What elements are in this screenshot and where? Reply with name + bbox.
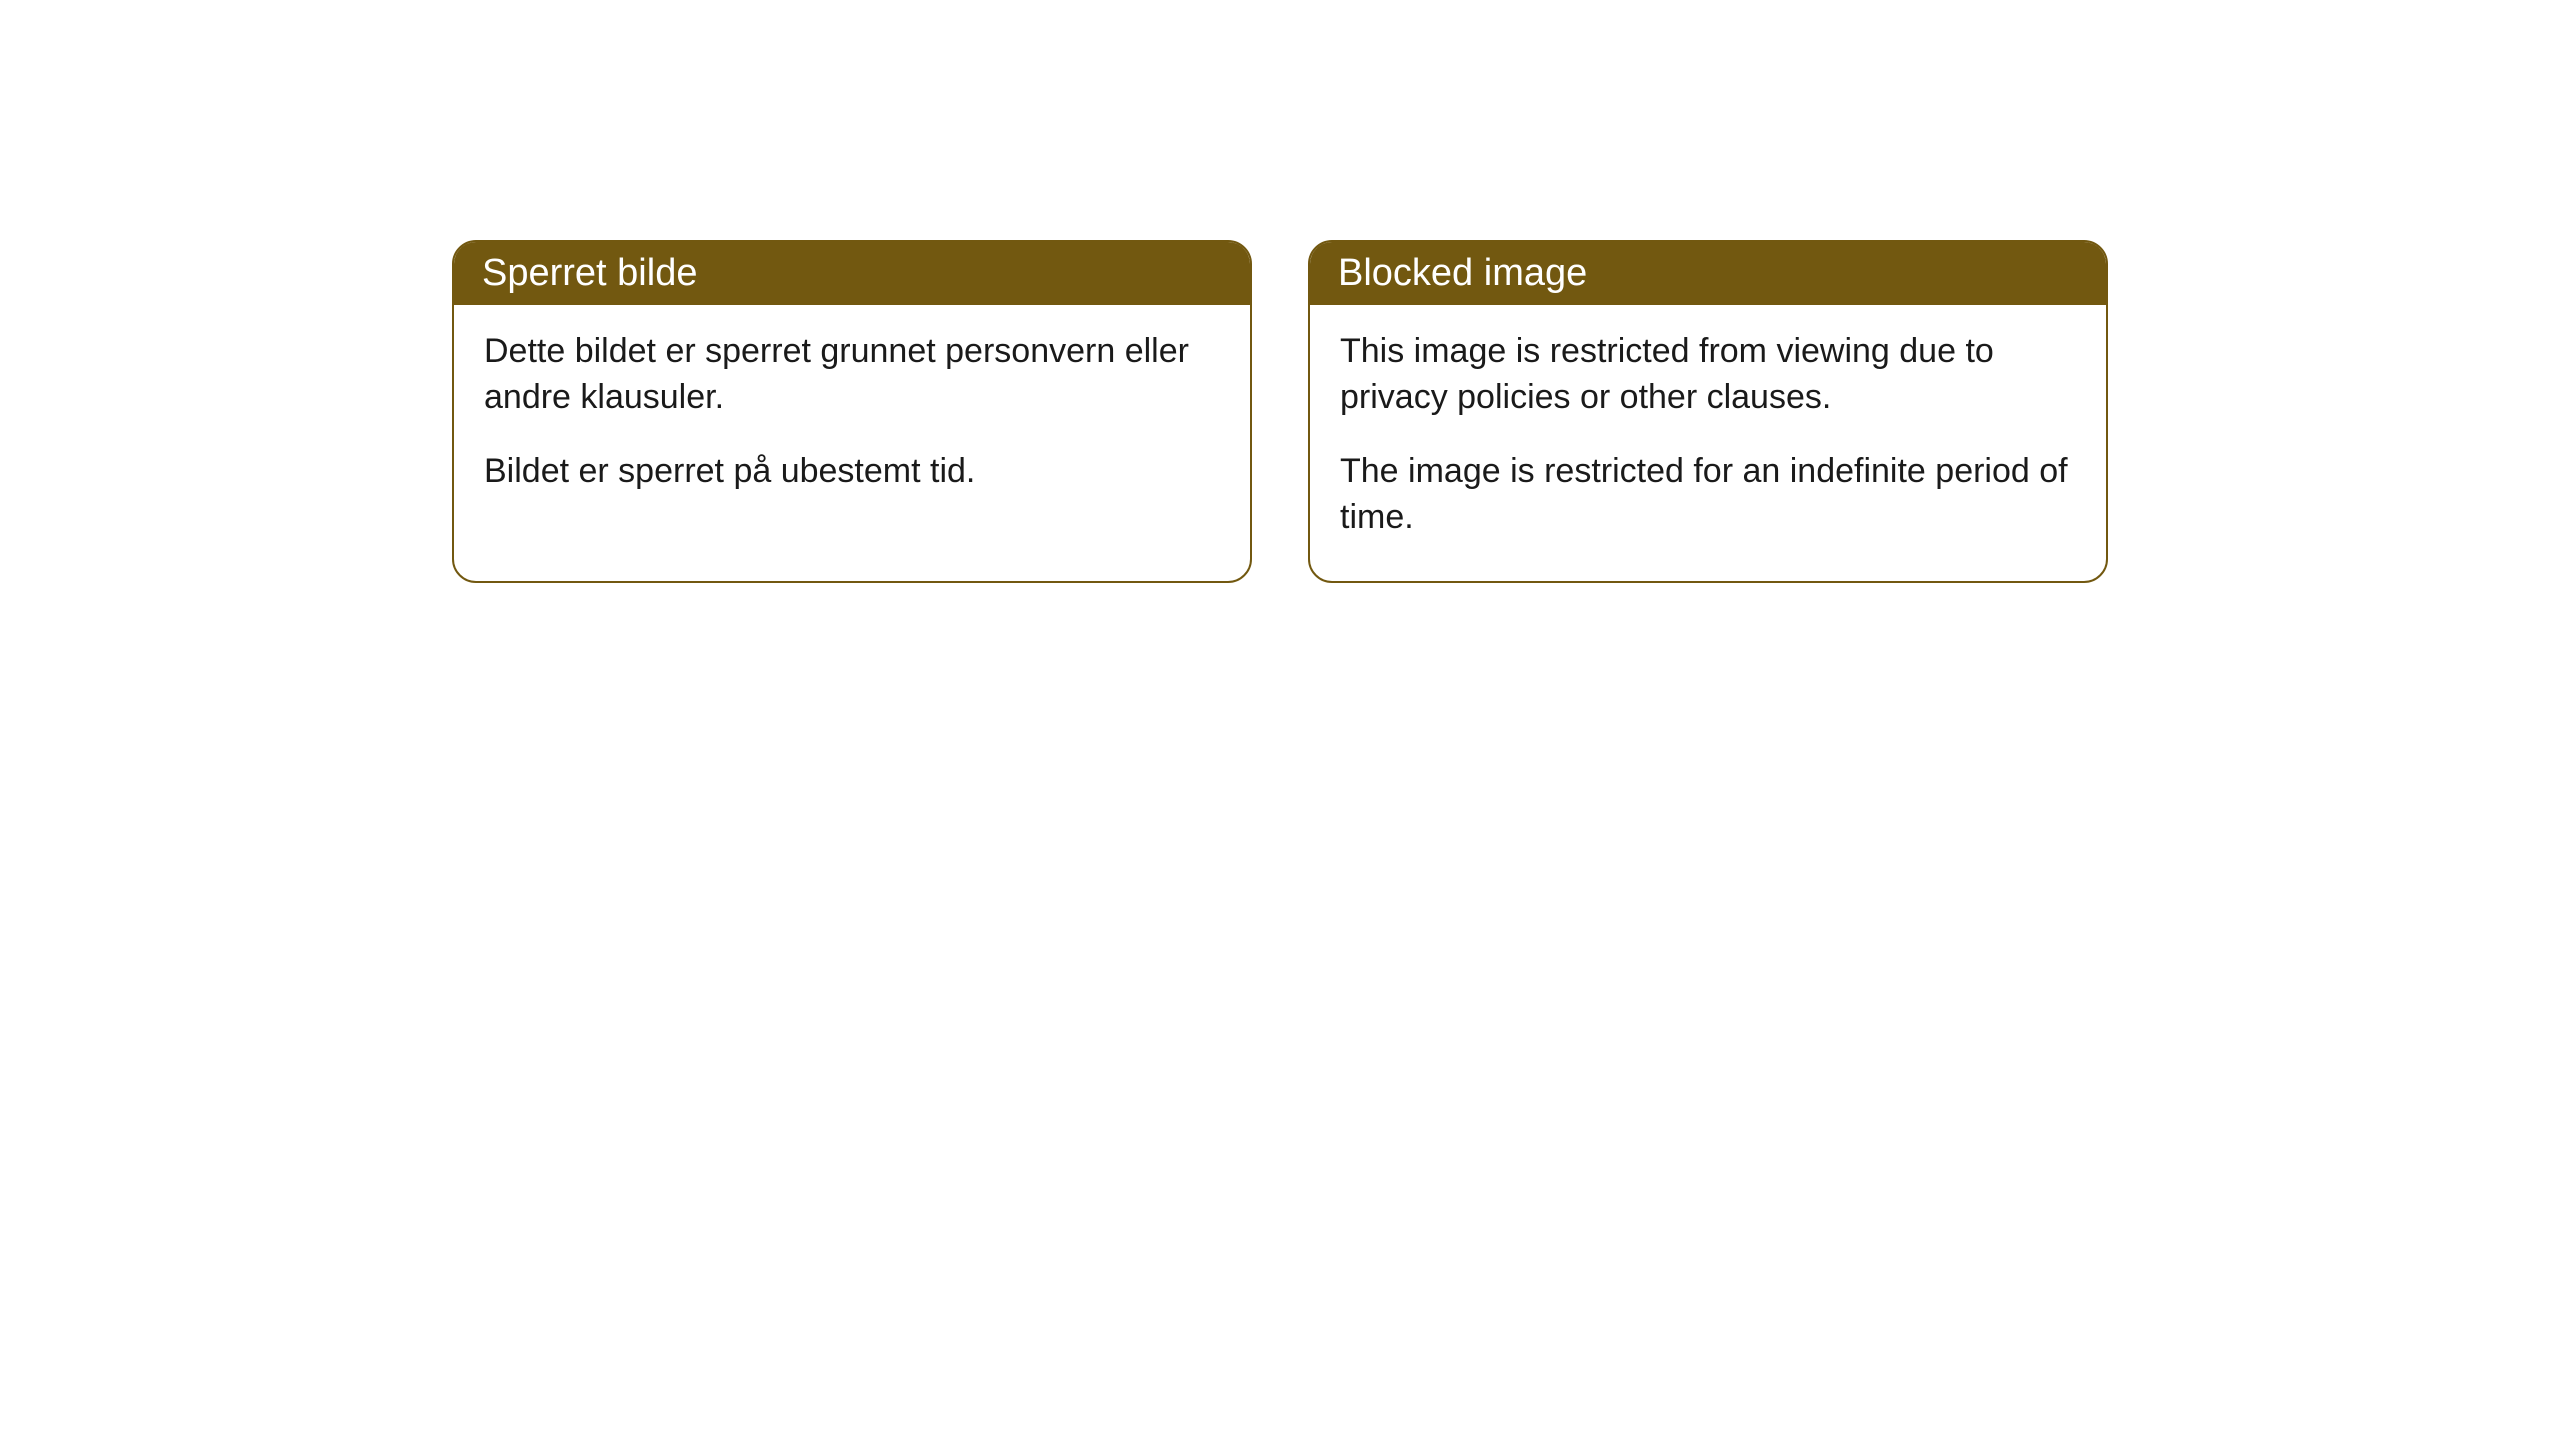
card-body: Dette bildet er sperret grunnet personve… <box>454 305 1250 535</box>
card-paragraph: Bildet er sperret på ubestemt tid. <box>484 449 1220 495</box>
notice-card-english: Blocked image This image is restricted f… <box>1308 240 2108 583</box>
card-paragraph: Dette bildet er sperret grunnet personve… <box>484 329 1220 421</box>
card-header: Sperret bilde <box>454 242 1250 305</box>
card-paragraph: This image is restricted from viewing du… <box>1340 329 2076 421</box>
notice-card-norwegian: Sperret bilde Dette bildet er sperret gr… <box>452 240 1252 583</box>
notice-cards-container: Sperret bilde Dette bildet er sperret gr… <box>452 240 2108 583</box>
card-body: This image is restricted from viewing du… <box>1310 305 2106 581</box>
card-paragraph: The image is restricted for an indefinit… <box>1340 449 2076 541</box>
card-header: Blocked image <box>1310 242 2106 305</box>
